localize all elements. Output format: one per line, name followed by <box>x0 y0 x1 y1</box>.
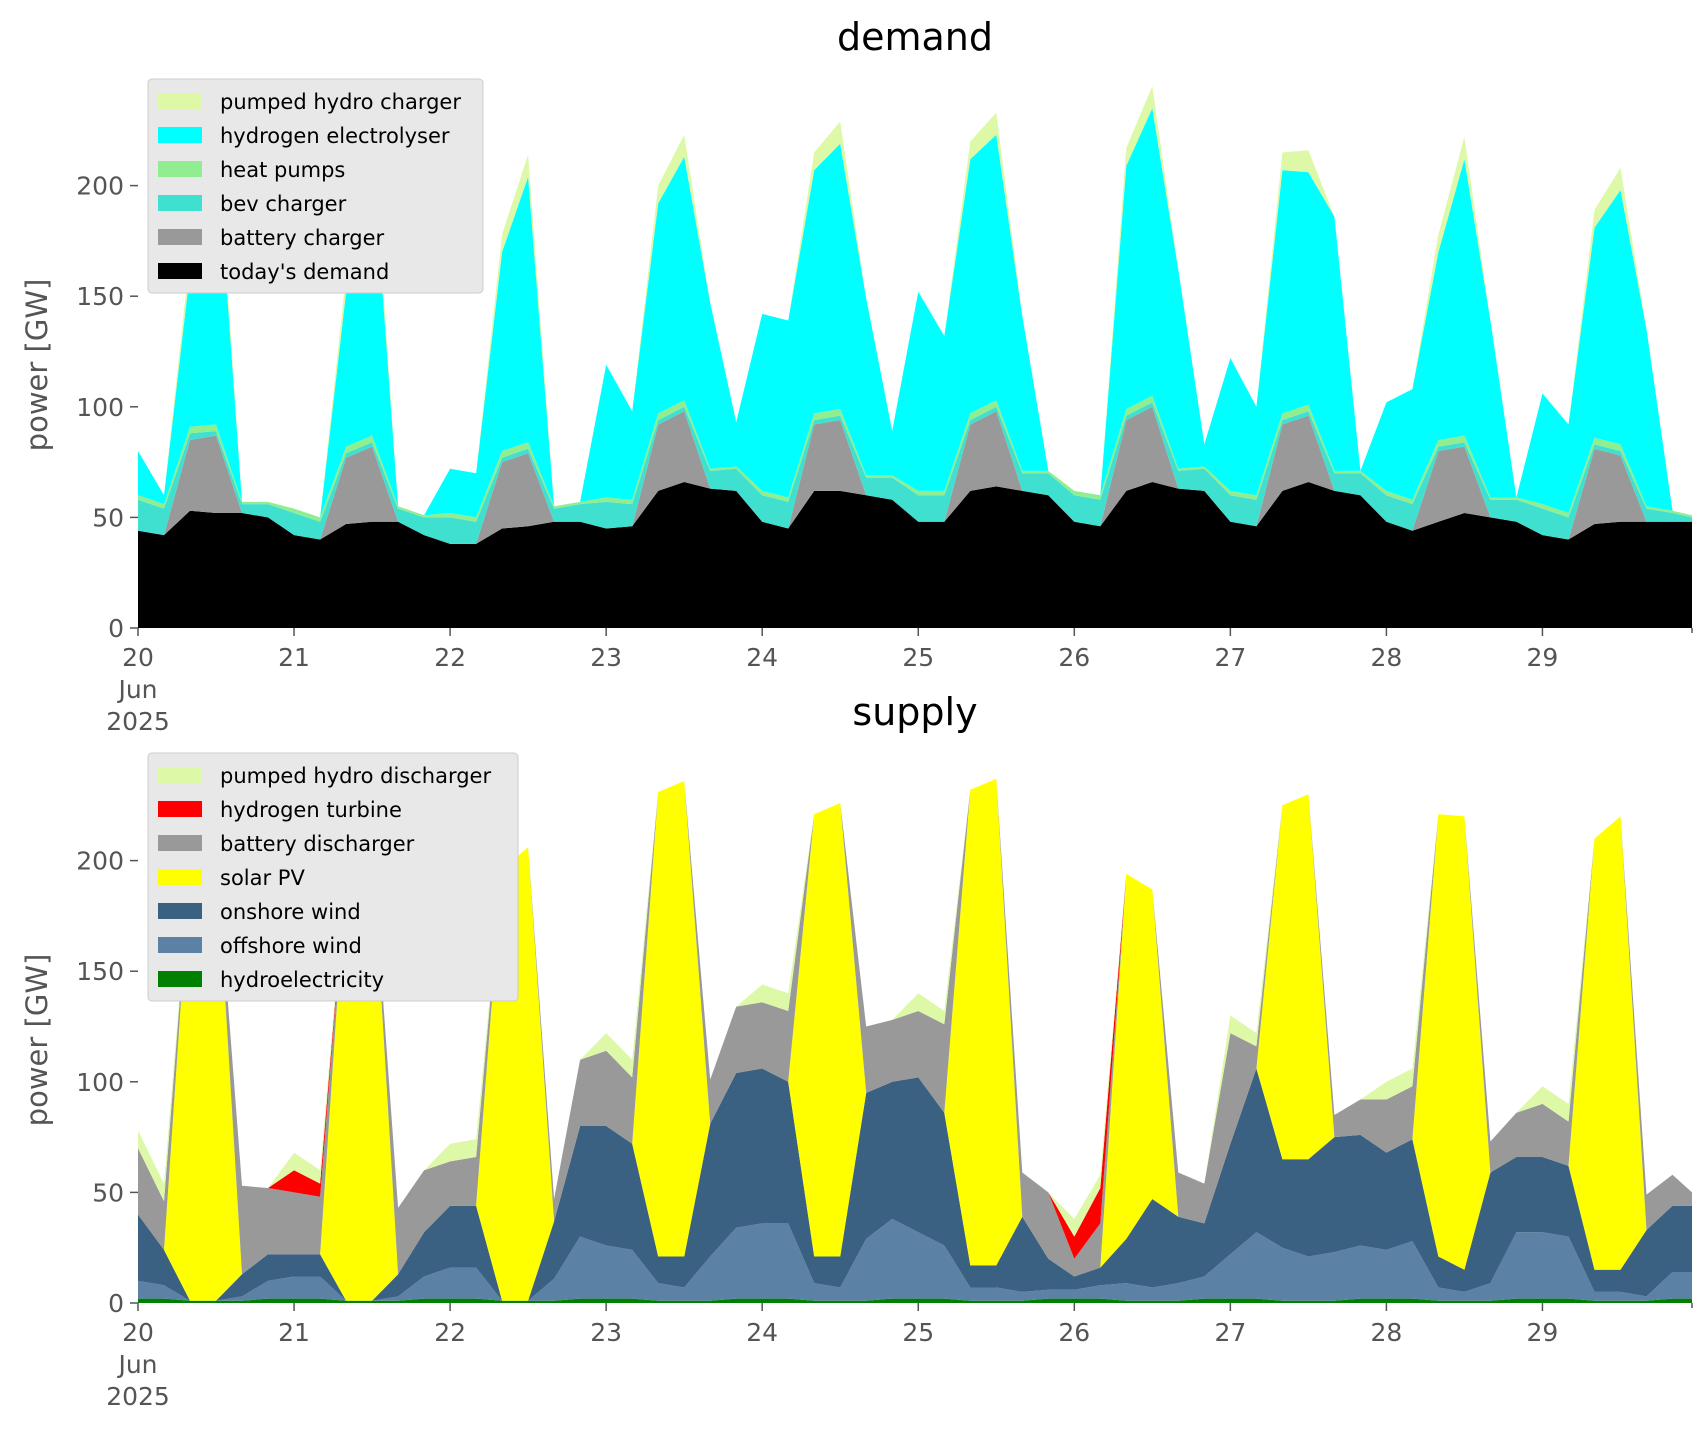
supply-y-axis-label: power [GW] <box>20 954 54 1127</box>
supply-x-tick-label: 27 <box>1214 1318 1246 1347</box>
demand-x-tick-label: 22 <box>434 643 466 672</box>
supply-y-tick-label: 50 <box>92 1178 124 1207</box>
supply-legend-swatch-onshore-wind <box>158 903 202 919</box>
supply-x-tick-sublabel: 2025 <box>106 1382 170 1411</box>
supply-legend-label-hydrogen-turbine: hydrogen turbine <box>220 798 402 822</box>
supply-legend-swatch-solar-pv <box>158 869 202 885</box>
supply-y-tick-label: 0 <box>108 1289 124 1318</box>
demand-title: demand <box>837 15 993 59</box>
demand-y-axis: 0 50 100 150 200 <box>76 172 138 643</box>
supply-y-axis: 0 50 100 150 200 <box>76 847 138 1318</box>
supply-area-battery-discharger <box>138 778 1692 1277</box>
demand-area-bev-charger <box>138 402 1692 544</box>
supply-legend-box <box>147 752 519 1002</box>
supply-legend-swatch-hydroelectricity <box>158 971 202 987</box>
supply-legend-label-solar-pv: solar PV <box>220 866 305 890</box>
demand-x-tick-label: 25 <box>902 643 934 672</box>
supply-legend-label-pumped-hydro-discharger: pumped hydro discharger <box>220 764 491 788</box>
supply-legend-label-onshore-wind: onshore wind <box>220 900 361 924</box>
supply-title: supply <box>852 690 977 734</box>
supply-x-tick-label: 20 <box>122 1318 154 1347</box>
demand-area-battery-charger <box>138 406 1692 544</box>
supply-x-tick-sublabel: Jun <box>116 1350 157 1379</box>
supply-x-tick-label: 28 <box>1370 1318 1402 1347</box>
demand-x-tick-label: 20 <box>122 643 154 672</box>
demand-x-tick-label: 24 <box>746 643 778 672</box>
demand-y-tick-label: 50 <box>92 503 124 532</box>
supply-area-offshore-wind <box>138 1218 1692 1301</box>
supply-plot-area <box>138 778 1692 1303</box>
demand-x-tick-label: 26 <box>1058 643 1090 672</box>
supply-y-tick-label: 150 <box>76 957 124 986</box>
demand-legend-label-pumped-hydro-charger: pumped hydro charger <box>220 90 461 114</box>
supply-y-tick-label: 200 <box>76 847 124 876</box>
demand-y-tick-label: 100 <box>76 393 124 422</box>
demand-x-tick-label: 29 <box>1527 643 1559 672</box>
supply-x-tick-label: 25 <box>902 1318 934 1347</box>
supply-x-tick-label: 21 <box>278 1318 310 1347</box>
demand-y-tick-label: 150 <box>76 282 124 311</box>
demand-legend-label-bev-charger: bev charger <box>220 192 347 216</box>
demand-legend-label-heat-pumps: heat pumps <box>220 158 345 182</box>
supply-legend-swatch-pumped-hydro-discharger <box>158 767 202 783</box>
demand-y-tick-label: 0 <box>108 614 124 643</box>
demand-legend-swatch-heat-pumps <box>158 161 202 177</box>
demand-x-tick-label: 23 <box>590 643 622 672</box>
demand-legend-swatch-pumped-hydro-charger <box>158 93 202 109</box>
demand-x-tick-label: 27 <box>1214 643 1246 672</box>
demand-y-tick-label: 200 <box>76 172 124 201</box>
demand-area-heat-pumps <box>138 395 1692 522</box>
supply-x-tick-label: 26 <box>1058 1318 1090 1347</box>
supply-x-axis: 20 Jun 2025 21 22 23 24 25 26 27 28 29 <box>106 1303 1693 1411</box>
demand-x-axis: 20 Jun 2025 21 22 23 24 25 26 27 28 29 <box>106 628 1693 736</box>
demand-legend-swatch-today-s-demand <box>158 263 202 279</box>
supply-x-tick-label: 29 <box>1527 1318 1559 1347</box>
demand-x-tick-sublabel: Jun <box>116 675 157 704</box>
supply-legend-swatch-hydrogen-turbine <box>158 801 202 817</box>
demand-x-tick-label: 28 <box>1370 643 1402 672</box>
demand-y-axis-label: power [GW] <box>20 279 54 452</box>
supply-legend-swatch-battery-discharger <box>158 835 202 851</box>
supply-legend-label-offshore-wind: offshore wind <box>220 934 362 958</box>
demand-legend-label-today-s-demand: today's demand <box>220 260 389 284</box>
demand-legend: pumped hydro charger hydrogen electrolyse… <box>147 78 484 294</box>
demand-x-tick-sublabel: 2025 <box>106 707 170 736</box>
supply-legend-label-hydroelectricity: hydroelectricity <box>220 968 384 992</box>
supply-legend-swatch-offshore-wind <box>158 937 202 953</box>
supply-legend-label-battery-discharger: battery discharger <box>220 832 415 856</box>
demand-legend-label-hydrogen-electrolyser: hydrogen electrolyser <box>220 124 450 148</box>
supply-area-solar-pv <box>138 778 1692 1301</box>
demand-plot-area <box>138 86 1692 628</box>
supply-area-onshore-wind <box>138 1068 1692 1301</box>
supply-y-tick-label: 100 <box>76 1068 124 1097</box>
supply-x-tick-label: 22 <box>434 1318 466 1347</box>
demand-legend-label-battery-charger: battery charger <box>220 226 385 250</box>
demand-area-hydrogen-electrolyser <box>138 108 1692 518</box>
supply-area-hydroelectricity <box>138 1298 1692 1303</box>
supply-x-tick-label: 24 <box>746 1318 778 1347</box>
demand-x-tick-label: 21 <box>278 643 310 672</box>
demand-legend-swatch-bev-charger <box>158 195 202 211</box>
demand-legend-swatch-battery-charger <box>158 229 202 245</box>
supply-x-tick-label: 23 <box>590 1318 622 1347</box>
supply-legend: pumped hydro discharger hydrogen turbine b… <box>147 752 519 1002</box>
demand-legend-swatch-hydrogen-electrolyser <box>158 127 202 143</box>
demand-legend-box <box>147 78 484 294</box>
supply-area-pumped-hydro-discharger <box>138 778 1692 1237</box>
demand-area-today-s-demand <box>138 482 1692 628</box>
